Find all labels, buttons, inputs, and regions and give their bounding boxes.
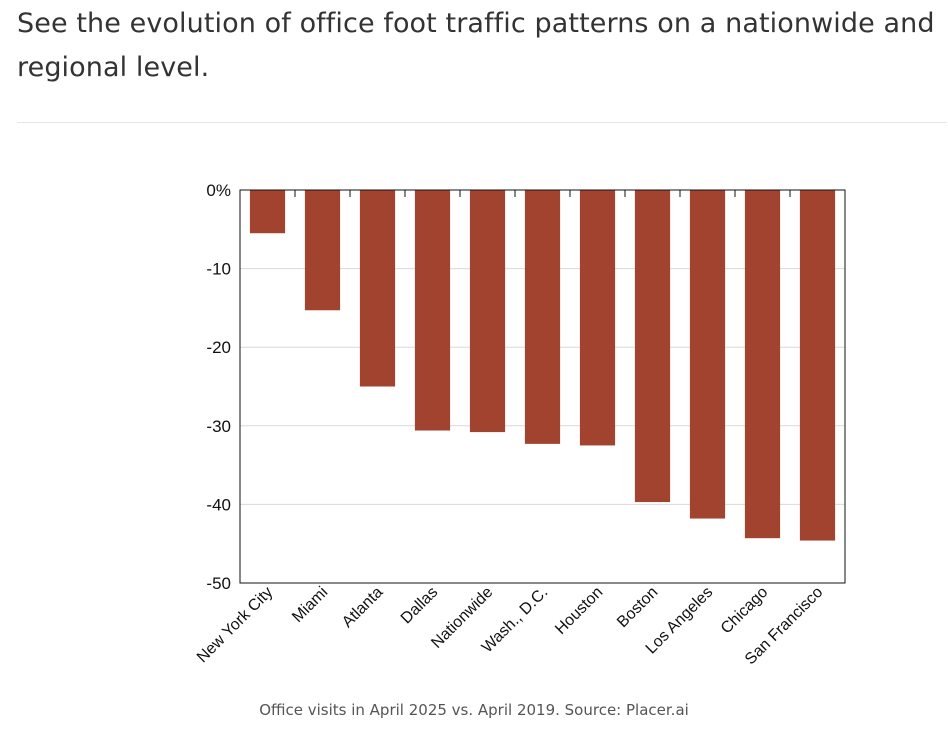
y-tick-label: 0% <box>206 181 231 200</box>
bar <box>634 190 671 503</box>
ticks <box>294 190 791 197</box>
page-heading: See the evolution of office foot traffic… <box>17 8 935 83</box>
y-tick-label: -50 <box>206 574 231 593</box>
x-category-label: Boston <box>614 584 661 631</box>
x-category-label: New York City <box>194 584 276 666</box>
x-category-label: Atlanta <box>339 584 386 631</box>
bar <box>799 190 836 541</box>
x-category-label: Chicago <box>718 584 772 638</box>
chart-caption: Office visits in April 2025 vs. April 20… <box>259 701 689 719</box>
bar <box>579 190 616 446</box>
bars <box>249 190 836 541</box>
y-tick-label: -30 <box>206 417 231 436</box>
bar <box>524 190 561 444</box>
divider <box>17 122 947 123</box>
y-axis-labels: 0% -10 -20 -30 -40 -50 <box>206 181 231 593</box>
bar <box>469 190 506 433</box>
x-category-label: Miami <box>289 584 331 626</box>
x-category-label: Houston <box>552 584 606 638</box>
bar <box>414 190 451 431</box>
bar <box>744 190 781 539</box>
x-axis-labels: New York City Miami Atlanta DallasNationwid… <box>194 584 827 668</box>
bar <box>304 190 341 311</box>
bar <box>249 190 286 234</box>
y-tick-label: -20 <box>206 338 231 357</box>
y-tick-label: -40 <box>206 495 231 514</box>
y-tick-label: -10 <box>206 260 231 279</box>
plot-frame <box>239 189 846 584</box>
x-category-label: Dallas <box>398 584 441 627</box>
bar <box>359 190 396 387</box>
bar <box>689 190 726 519</box>
